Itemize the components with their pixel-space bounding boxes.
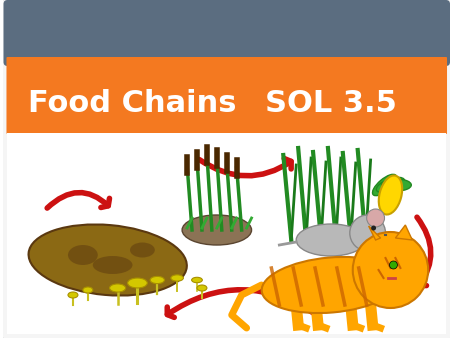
- Ellipse shape: [109, 284, 126, 292]
- Bar: [8, 133, 446, 334]
- Text: Food Chains: Food Chains: [28, 89, 237, 118]
- Text: SOL 3.5: SOL 3.5: [265, 89, 397, 118]
- FancyBboxPatch shape: [6, 57, 447, 134]
- Ellipse shape: [373, 174, 396, 196]
- Circle shape: [353, 232, 428, 308]
- Ellipse shape: [130, 242, 155, 258]
- Ellipse shape: [83, 287, 93, 293]
- Ellipse shape: [262, 257, 400, 313]
- Ellipse shape: [379, 175, 402, 215]
- Ellipse shape: [382, 179, 411, 191]
- Ellipse shape: [128, 278, 147, 288]
- Ellipse shape: [376, 177, 405, 193]
- Ellipse shape: [182, 215, 252, 245]
- Ellipse shape: [68, 292, 78, 298]
- Circle shape: [367, 209, 384, 227]
- Circle shape: [389, 261, 397, 269]
- FancyBboxPatch shape: [4, 0, 450, 66]
- Ellipse shape: [28, 224, 187, 295]
- Ellipse shape: [197, 285, 207, 291]
- Bar: [8, 58, 446, 68]
- Circle shape: [350, 215, 386, 251]
- Bar: [8, 30, 446, 64]
- Circle shape: [371, 225, 376, 231]
- Ellipse shape: [68, 245, 98, 265]
- Ellipse shape: [93, 256, 132, 274]
- Ellipse shape: [150, 276, 164, 284]
- Ellipse shape: [296, 224, 366, 256]
- Polygon shape: [396, 225, 412, 240]
- Ellipse shape: [192, 277, 202, 283]
- Polygon shape: [369, 226, 381, 240]
- Ellipse shape: [171, 275, 184, 281]
